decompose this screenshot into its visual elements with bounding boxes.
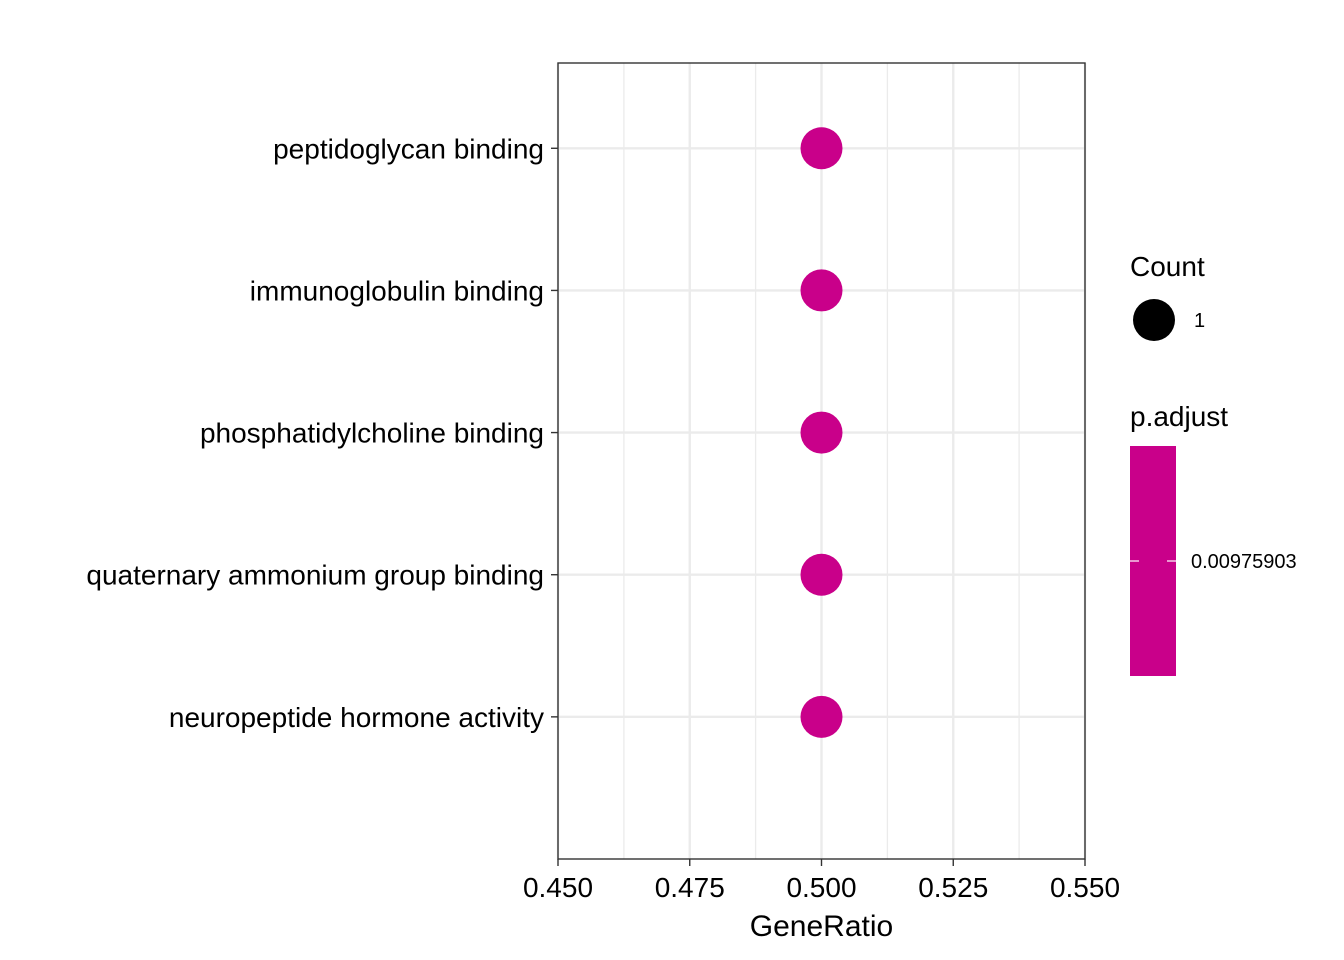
legend: Count 1 p.adjust 0.00975903 bbox=[1130, 251, 1297, 676]
legend-count-label: 1 bbox=[1194, 310, 1205, 332]
y-tick-label: phosphatidylcholine binding bbox=[200, 418, 544, 449]
legend-padjust-title: p.adjust bbox=[1130, 401, 1228, 432]
y-tick-label: quaternary ammonium group binding bbox=[86, 560, 544, 591]
x-tick-label: 0.525 bbox=[918, 872, 988, 903]
y-tick-label: neuropeptide hormone activity bbox=[169, 702, 544, 733]
y-axis: peptidoglycan binding immunoglobulin bind… bbox=[86, 133, 558, 733]
y-tick-label: immunoglobulin binding bbox=[250, 275, 544, 306]
legend-padjust-label: 0.00975903 bbox=[1191, 551, 1297, 573]
data-point bbox=[800, 695, 843, 738]
data-point bbox=[800, 269, 843, 312]
x-axis: 0.450 0.475 0.500 0.525 0.550 bbox=[523, 859, 1120, 903]
data-points bbox=[800, 127, 843, 738]
x-tick-label: 0.450 bbox=[523, 872, 593, 903]
data-point bbox=[800, 411, 843, 454]
legend-count-title: Count bbox=[1130, 251, 1205, 282]
x-axis-title: GeneRatio bbox=[750, 910, 893, 943]
y-tick-label: peptidoglycan binding bbox=[273, 133, 544, 164]
data-point bbox=[800, 553, 843, 596]
x-tick-label: 0.550 bbox=[1050, 872, 1120, 903]
data-point bbox=[800, 127, 843, 170]
legend-count-dot bbox=[1133, 299, 1175, 341]
x-tick-label: 0.475 bbox=[655, 872, 725, 903]
x-tick-label: 0.500 bbox=[786, 872, 856, 903]
